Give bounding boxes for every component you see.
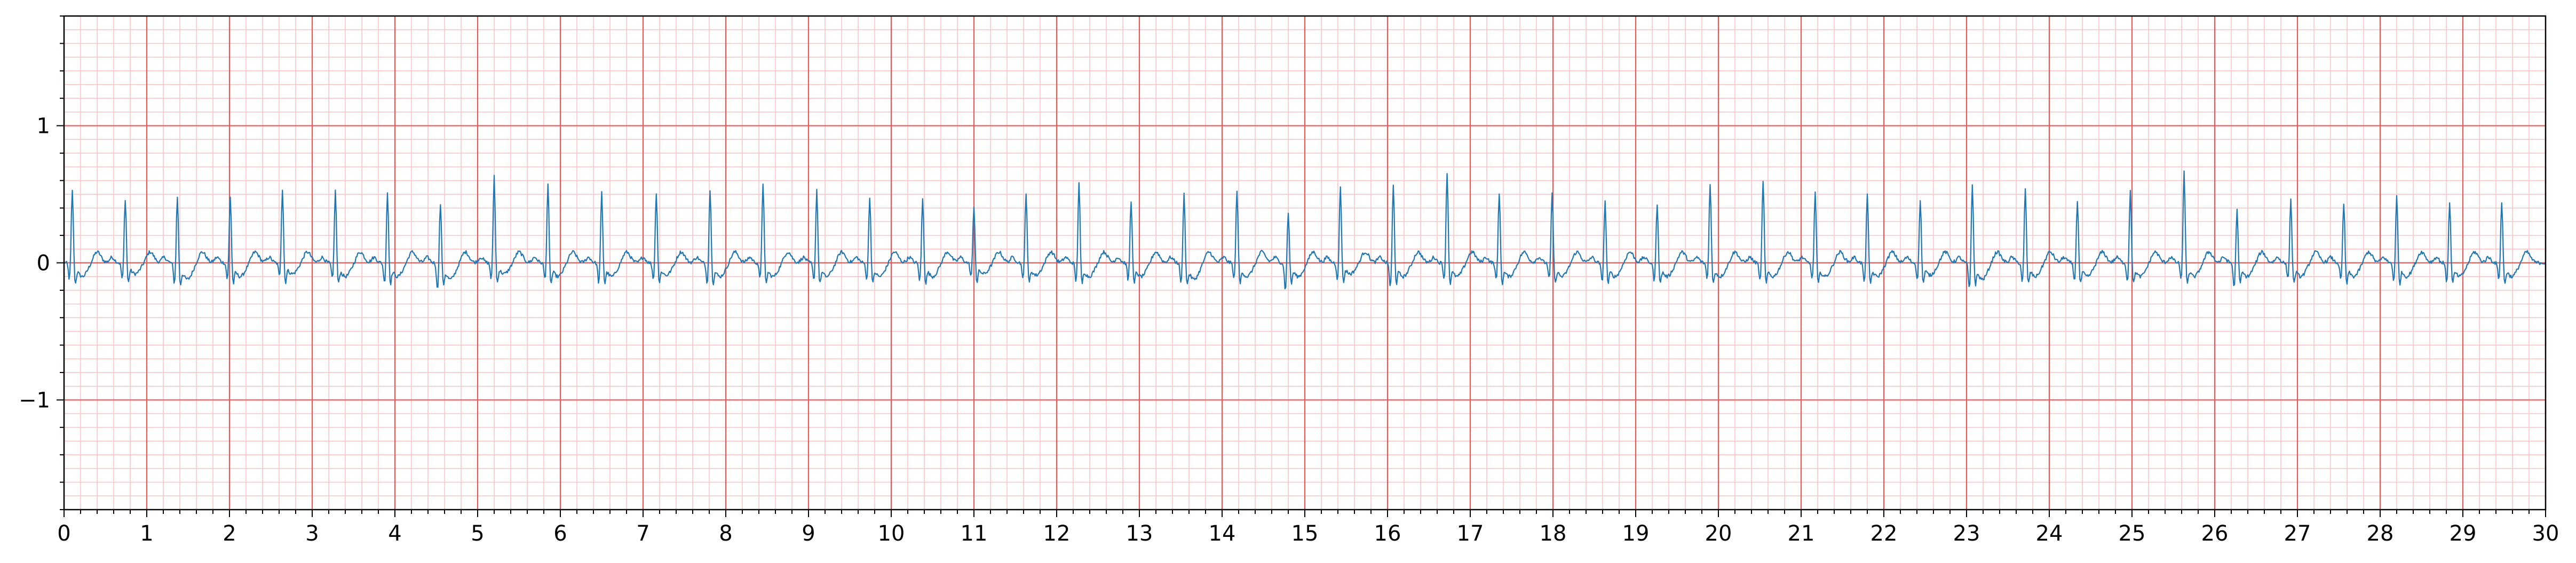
x-tick-label: 30 <box>2532 521 2559 546</box>
x-tick-label: 9 <box>802 521 815 546</box>
x-tick-label: 20 <box>1705 521 1732 546</box>
x-tick-label: 15 <box>1291 521 1319 546</box>
x-tick-label: 19 <box>1622 521 1650 546</box>
y-tick-label: 1 <box>37 114 50 139</box>
x-tick-label: 7 <box>636 521 649 546</box>
x-tick-label: 11 <box>961 521 988 546</box>
x-tick-label: 17 <box>1457 521 1484 546</box>
y-tick-label: 0 <box>37 251 50 276</box>
x-tick-label: 4 <box>388 521 401 546</box>
y-axis-tick-labels: −1 0 1 <box>19 114 50 413</box>
x-tick-label: 5 <box>471 521 484 546</box>
x-tick-label: 28 <box>2367 521 2394 546</box>
x-tick-label: 18 <box>1540 521 1567 546</box>
x-tick-label: 13 <box>1126 521 1153 546</box>
ecg-signal-line <box>64 170 2546 290</box>
x-tick-label: 27 <box>2284 521 2311 546</box>
x-tick-label: 25 <box>2119 521 2146 546</box>
x-tick-label: 22 <box>1870 521 1898 546</box>
x-axis-ticks <box>64 510 2546 517</box>
x-tick-label: 1 <box>140 521 153 546</box>
x-tick-label: 0 <box>57 521 70 546</box>
x-tick-label: 26 <box>2201 521 2229 546</box>
x-tick-label: 16 <box>1374 521 1401 546</box>
x-tick-label: 21 <box>1788 521 1815 546</box>
x-tick-label: 24 <box>2036 521 2063 546</box>
x-tick-label: 8 <box>719 521 732 546</box>
x-tick-label: 6 <box>553 521 567 546</box>
y-tick-label: −1 <box>19 388 50 413</box>
x-tick-label: 23 <box>1953 521 1980 546</box>
x-tick-label: 3 <box>305 521 319 546</box>
x-axis-tick-labels: 0 1 2 3 4 5 6 7 8 9 10 11 12 13 14 15 16 17 18 19 20 21 22 23 24… <box>57 521 2559 546</box>
x-tick-label: 12 <box>1043 521 1071 546</box>
x-tick-label: 10 <box>878 521 905 546</box>
y-axis-ticks <box>57 15 64 510</box>
x-tick-label: 29 <box>2450 521 2477 546</box>
x-tick-label: 14 <box>1209 521 1236 546</box>
x-tick-label: 2 <box>223 521 236 546</box>
